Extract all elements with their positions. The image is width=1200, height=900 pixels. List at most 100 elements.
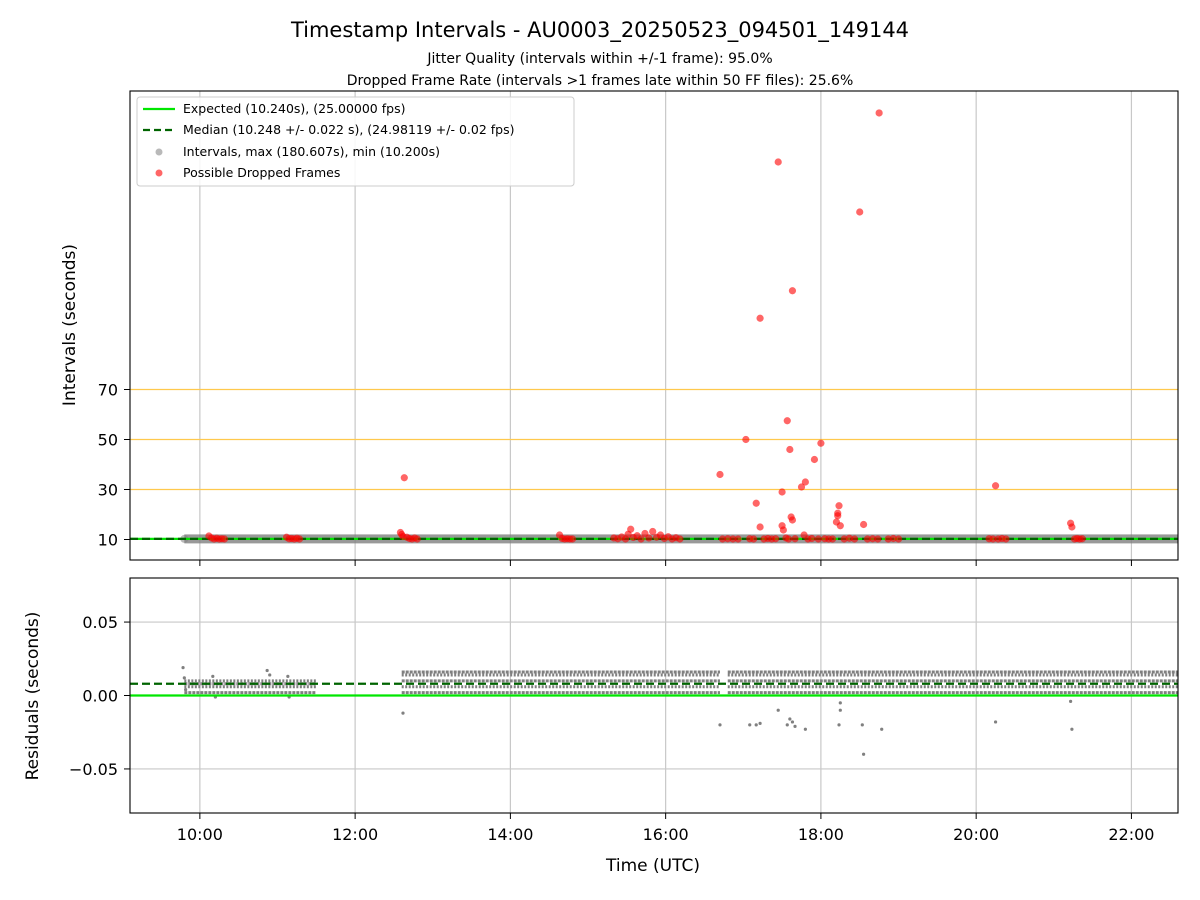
top-y-tick-label: 50 bbox=[98, 431, 118, 450]
dropped-frame-point bbox=[637, 535, 645, 543]
dropped-frame-point bbox=[875, 109, 883, 117]
residual-point bbox=[265, 668, 269, 673]
residual-point bbox=[758, 721, 762, 726]
dropped-frame-point bbox=[784, 535, 793, 543]
dropped-frame-point bbox=[834, 512, 842, 520]
bottom-panel: 10:00 12:00 14:00 16:00 18:00 20:00 22:00 −0.05… bbox=[23, 577, 1179, 876]
legend-median-label: Median (10.248 +/- 0.022 s), (24.98119 +… bbox=[183, 122, 514, 137]
dropped-frame-point bbox=[752, 499, 760, 507]
dropped-frame-point bbox=[756, 314, 764, 322]
bottom-y-tick-label: 0.00 bbox=[82, 687, 118, 706]
residual-point bbox=[1069, 699, 1073, 703]
dropped-frame-point bbox=[756, 523, 764, 531]
dropped-frame-point bbox=[850, 535, 859, 543]
dropped-frame-point bbox=[568, 535, 577, 543]
chart-subtitle-dropped: Dropped Frame Rate (intervals >1 frames … bbox=[347, 73, 854, 89]
dropped-frame-point bbox=[856, 208, 864, 216]
dropped-frame-point bbox=[627, 525, 635, 533]
dropped-frame-point bbox=[808, 534, 816, 543]
x-tick-label: 12:00 bbox=[332, 825, 378, 844]
x-tick-label: 14:00 bbox=[487, 825, 533, 844]
dropped-frame-point bbox=[772, 535, 780, 543]
dropped-frame-point bbox=[1078, 535, 1086, 543]
legend-dropped-label: Possible Dropped Frames bbox=[183, 165, 340, 180]
residual-point bbox=[718, 723, 722, 727]
residual-point bbox=[785, 723, 789, 727]
x-tick-label: 22:00 bbox=[1108, 825, 1154, 844]
top-y-tick-label: 30 bbox=[98, 481, 118, 500]
top-y-tick-label: 70 bbox=[98, 381, 118, 400]
residual-point bbox=[837, 723, 841, 727]
chart-subtitle-jitter: Jitter Quality (intervals within +/-1 fr… bbox=[426, 51, 772, 67]
x-tick-label: 20:00 bbox=[953, 825, 999, 844]
dropped-frame-point bbox=[788, 287, 797, 295]
residual-point bbox=[793, 724, 797, 728]
dropped-frame-point bbox=[742, 435, 750, 444]
residual-point bbox=[748, 723, 752, 727]
residual-point bbox=[268, 673, 272, 677]
dropped-frame-point bbox=[863, 535, 872, 543]
residual-point bbox=[401, 711, 405, 715]
residual-point bbox=[181, 665, 185, 670]
dropped-frame-point bbox=[869, 535, 877, 543]
residual-point bbox=[1070, 727, 1074, 731]
residual-point bbox=[790, 720, 795, 724]
dropped-frame-point bbox=[989, 535, 997, 543]
top-panel: 10 30 50 70 Intervals (seconds) Expected (1… bbox=[60, 90, 1179, 566]
chart-title: Timestamp Intervals - AU0003_20250523_09… bbox=[290, 18, 909, 43]
residual-point bbox=[860, 723, 864, 727]
top-y-tick-label: 10 bbox=[98, 531, 118, 550]
residual-point bbox=[862, 752, 866, 756]
residual-point bbox=[838, 701, 842, 705]
dropped-frame-point bbox=[783, 417, 791, 425]
x-axis-label: Time (UTC) bbox=[605, 856, 700, 876]
bottom-y-tick-label: −0.05 bbox=[69, 760, 118, 779]
dropped-frame-point bbox=[778, 488, 786, 496]
residual-point bbox=[182, 676, 186, 680]
legend: Expected (10.240s), (25.00000 fps) Media… bbox=[136, 96, 575, 187]
dropped-frame-point bbox=[889, 534, 897, 543]
dropped-frame-point bbox=[1068, 523, 1076, 531]
dropped-frame-point bbox=[836, 522, 844, 530]
dropped-frame-point bbox=[750, 535, 758, 543]
bottom-y-tick-label: 0.05 bbox=[82, 613, 118, 632]
residual-point bbox=[880, 727, 884, 731]
residual-point bbox=[788, 717, 792, 721]
legend-intervals-swatch bbox=[155, 148, 163, 156]
dropped-frame-point bbox=[645, 534, 653, 542]
dropped-frame-point bbox=[676, 535, 684, 543]
dropped-frame-point bbox=[797, 483, 806, 491]
dropped-frame-point bbox=[791, 535, 799, 543]
dropped-frame-point bbox=[874, 535, 882, 543]
dropped-frame-point bbox=[991, 482, 1000, 490]
dropped-frame-point bbox=[1002, 535, 1010, 543]
residual-point bbox=[838, 708, 842, 712]
dropped-frame-point bbox=[774, 158, 782, 166]
dropped-frame-point bbox=[779, 526, 787, 534]
x-tick-label: 18:00 bbox=[798, 825, 844, 844]
dropped-frame-point bbox=[788, 516, 797, 524]
dropped-frame-point bbox=[786, 445, 794, 454]
residual-point bbox=[184, 688, 188, 692]
residual-point bbox=[803, 727, 807, 731]
legend-dropped-swatch bbox=[155, 169, 163, 177]
dropped-frame-point bbox=[828, 535, 837, 543]
dropped-frame-point bbox=[400, 474, 408, 482]
dropped-frame-point bbox=[817, 439, 825, 447]
dropped-frame-point bbox=[810, 455, 819, 464]
dropped-frame-point bbox=[894, 535, 903, 543]
dropped-frame-point bbox=[835, 502, 843, 510]
legend-intervals-label: Intervals, max (180.607s), min (10.200s) bbox=[183, 144, 440, 159]
dropped-frame-point bbox=[729, 535, 737, 543]
dropped-frame-point bbox=[220, 535, 229, 543]
dropped-frame-point bbox=[413, 535, 421, 543]
top-y-axis-label: Intervals (seconds) bbox=[60, 244, 80, 406]
residual-point bbox=[754, 723, 758, 727]
dropped-frame-point bbox=[716, 470, 724, 479]
dropped-frame-point bbox=[724, 535, 732, 543]
residual-point bbox=[211, 674, 215, 679]
dropped-frame-point bbox=[814, 535, 822, 543]
dropped-frame-point bbox=[295, 535, 304, 543]
x-tick-label: 16:00 bbox=[643, 825, 689, 844]
